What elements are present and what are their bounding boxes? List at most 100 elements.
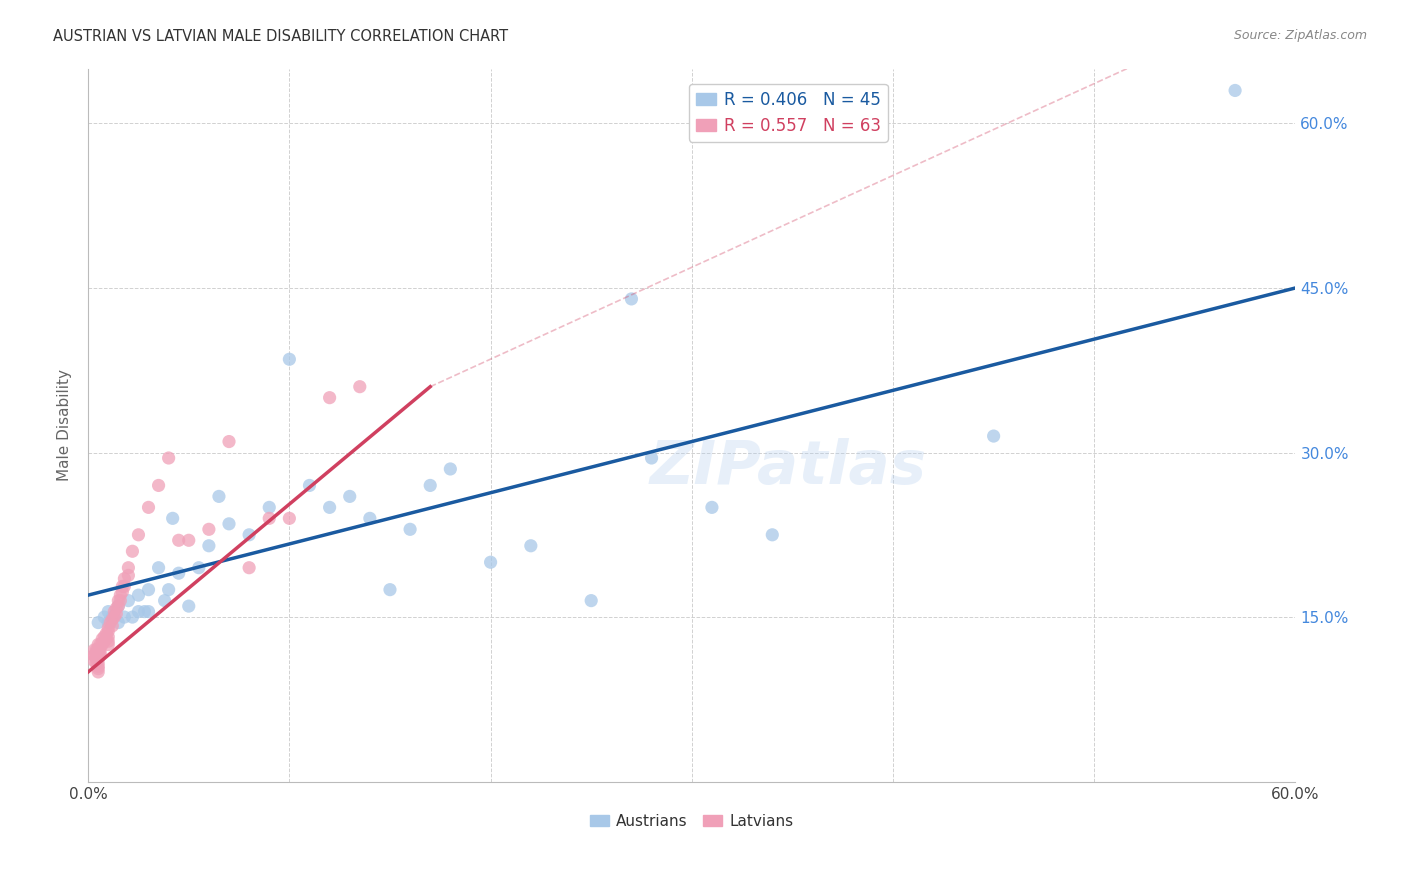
Point [83, 648, 105, 663]
Point [148, 478, 170, 492]
Point [579, 593, 602, 607]
Point [167, 533, 190, 548]
Point [127, 588, 149, 602]
Point [117, 568, 139, 582]
Point [479, 555, 502, 569]
Point [187, 560, 209, 574]
Point [83, 643, 105, 657]
Point [339, 490, 361, 504]
Point [257, 511, 280, 525]
Point [110, 588, 132, 602]
Point [983, 429, 1005, 443]
Point [101, 612, 124, 626]
Point [127, 528, 149, 542]
Point [87, 645, 110, 659]
Point [419, 478, 441, 492]
Point [162, 511, 184, 525]
Point [89, 640, 111, 655]
Point [157, 450, 180, 465]
Point [359, 511, 381, 525]
Point [107, 615, 129, 630]
Point [107, 593, 129, 607]
Point [439, 462, 461, 476]
Point [97, 634, 120, 648]
Point [97, 621, 120, 635]
Text: AUSTRIAN VS LATVIAN MALE DISABILITY CORRELATION CHART: AUSTRIAN VS LATVIAN MALE DISABILITY CORR… [53, 29, 509, 44]
Point [218, 434, 240, 449]
Point [138, 500, 160, 515]
Point [640, 450, 662, 465]
Point [107, 599, 129, 614]
Point [89, 645, 111, 659]
Point [117, 593, 139, 607]
Point [1223, 83, 1246, 97]
Point [121, 544, 143, 558]
Point [112, 610, 135, 624]
Point [105, 607, 128, 621]
Point [298, 478, 321, 492]
Point [278, 511, 301, 525]
Point [87, 643, 110, 657]
Point [101, 619, 124, 633]
Point [520, 539, 543, 553]
Point [111, 585, 134, 599]
Point [87, 659, 110, 673]
Y-axis label: Male Disability: Male Disability [58, 369, 72, 481]
Point [121, 610, 143, 624]
Point [117, 560, 139, 574]
Point [138, 605, 160, 619]
Point [93, 610, 115, 624]
Point [87, 638, 110, 652]
Point [101, 610, 124, 624]
Point [84, 656, 107, 670]
Point [84, 652, 107, 666]
Point [318, 500, 340, 515]
Point [87, 652, 110, 666]
Point [87, 665, 110, 679]
Point [111, 579, 134, 593]
Point [107, 599, 129, 614]
Point [87, 656, 110, 670]
Point [148, 560, 170, 574]
Point [257, 500, 280, 515]
Point [238, 528, 260, 542]
Point [103, 605, 125, 619]
Point [153, 593, 176, 607]
Legend: Austrians, Latvians: Austrians, Latvians [585, 807, 800, 835]
Point [97, 605, 120, 619]
Point [87, 662, 110, 676]
Point [91, 632, 114, 646]
Point [93, 634, 115, 648]
Point [87, 648, 110, 663]
Point [167, 566, 190, 581]
Point [620, 292, 643, 306]
Point [318, 391, 340, 405]
Text: ZIPatlas: ZIPatlas [650, 438, 927, 498]
Point [138, 582, 160, 597]
Point [198, 539, 221, 553]
Point [110, 593, 132, 607]
Point [349, 380, 371, 394]
Point [103, 610, 125, 624]
Point [278, 352, 301, 367]
Point [761, 528, 783, 542]
Point [177, 533, 200, 548]
Point [700, 500, 723, 515]
Point [83, 648, 105, 663]
Point [84, 643, 107, 657]
Point [93, 630, 115, 644]
Point [96, 632, 118, 646]
Text: Source: ZipAtlas.com: Source: ZipAtlas.com [1233, 29, 1367, 42]
Point [96, 626, 118, 640]
Point [89, 648, 111, 663]
Point [127, 605, 149, 619]
Point [91, 638, 114, 652]
Point [89, 638, 111, 652]
Point [134, 605, 156, 619]
Point [218, 516, 240, 531]
Point [238, 560, 260, 574]
Point [112, 572, 135, 586]
Point [177, 599, 200, 614]
Point [378, 582, 401, 597]
Point [87, 615, 110, 630]
